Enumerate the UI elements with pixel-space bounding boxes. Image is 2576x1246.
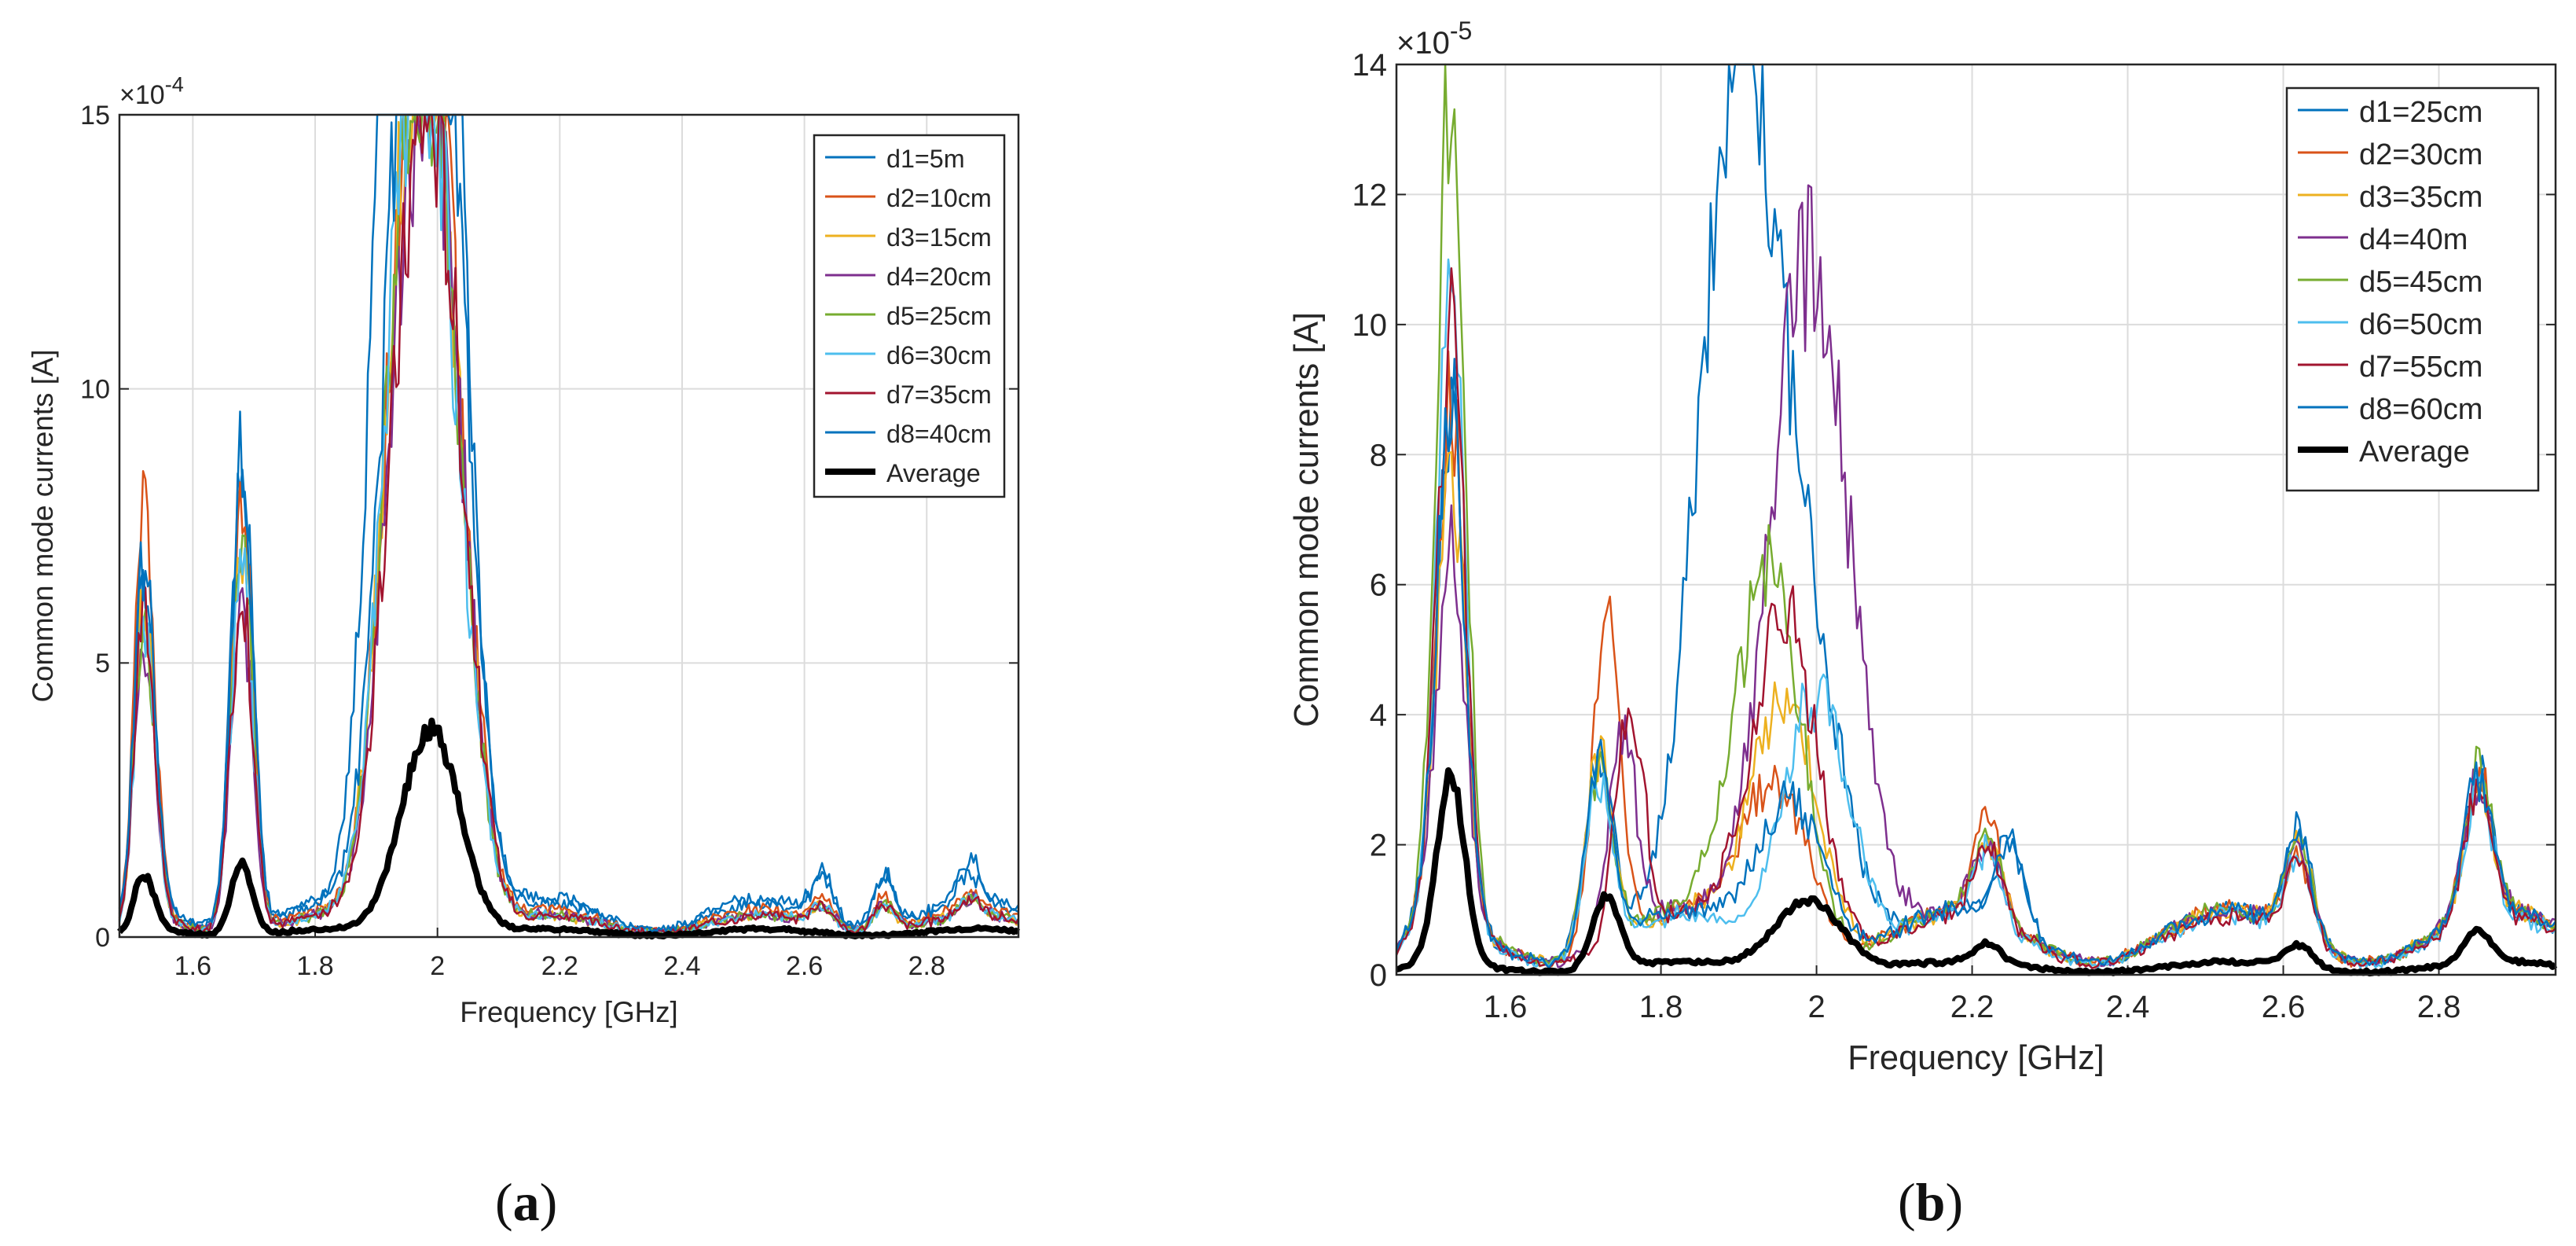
chart-a-legend-label: d8=40cm [886,420,992,448]
chart-b-ytick-label: 6 [1370,568,1387,603]
chart-b-legend-label: d6=50cm [2359,308,2482,341]
chart-b-xtick-label: 2.4 [2106,990,2150,1024]
chart-a-xtick-label: 2.8 [908,951,945,981]
chart-b-ytick-label: 4 [1370,698,1387,733]
chart-b-exponent-power: -5 [1450,17,1472,45]
chart-b-ytick-label: 10 [1352,308,1388,343]
chart-a-axes-box [118,113,1020,939]
chart-a-series-d8 [118,113,1020,933]
chart-b-ylabel: Common mode currents [A] [1288,312,1326,727]
chart-a-legend-label: d6=30cm [886,341,992,369]
chart-b-svg: 1.6 1.8 2 2.2 2.4 2.6 2.8 0 2 4 6 8 10 12 14×10-5 Frequ… [1288,17,2558,1077]
chart-b-xtick-label: 2.2 [1950,990,1994,1024]
chart-b-legend-label: d2=30cm [2359,138,2482,171]
chart-b-legend-label: d3=35cm [2359,181,2482,214]
chart-a-legend-label: d2=10cm [886,184,992,212]
chart-b-legend-label: d8=60cm [2359,393,2482,426]
chart-panel-a: 1.6 1.8 2 2.2 2.4 2.6 2.8 0 5 10 15 ×10-4 Frequency … [27,72,1020,1232]
chart-a-ytick-label: 5 [95,649,110,678]
chart-b-legend-label: d1=25cm [2359,96,2482,129]
chart-a-legend-label: Average [886,459,981,487]
chart-a-xtick-label: 1.8 [296,951,333,981]
caption-a: (a) [495,1172,558,1232]
chart-b-xtick-label: 2.6 [2262,990,2306,1024]
chart-b-ytick-label: 14 [1352,48,1388,83]
chart-a-ylabel: Common mode currents [A] [27,350,59,703]
chart-b-series-average [1396,767,2558,977]
chart-b-ytick-label: 0 [1370,958,1387,993]
chart-b-ytick-label: 8 [1370,438,1387,472]
chart-b-legend-label: d5=45cm [2359,266,2482,299]
chart-a-xtick-label: 2.4 [663,951,700,981]
chart-a-legend-label: d7=35cm [886,380,992,409]
chart-b-axes-box [1395,63,2557,976]
chart-b-legend-label: d7=55cm [2359,351,2482,384]
chart-b-series-d8 [1395,358,2557,968]
chart-a-svg: 1.6 1.8 2 2.2 2.4 2.6 2.8 0 5 10 15 ×10-4 Frequency … [27,72,1020,1028]
chart-b-series-d6 [1395,258,2556,969]
chart-b-legend [2285,86,2540,492]
chart-b-xlabel: Frequency [GHz] [1848,1039,2104,1077]
chart-b-series-d7 [1395,266,2556,969]
chart-b-legend-label: d4=40m [2359,223,2468,256]
chart-b-legend-label: Average [2359,436,2470,469]
chart-b-ytick-label: 2 [1370,829,1387,863]
chart-b-ytick-label: 12 [1352,178,1388,212]
chart-a-exponent-label: ×10-4 [119,72,184,110]
chart-b-xtick-label: 2.8 [2417,990,2461,1024]
chart-a-series-d7 [118,113,1020,938]
chart-b-xtick-label: 1.6 [1484,990,1528,1024]
chart-a-legend-label: d5=25cm [886,302,992,330]
chart-a-xlabel: Frequency [GHz] [460,996,678,1028]
chart-panel-b: 1.6 1.8 2 2.2 2.4 2.6 2.8 0 2 4 6 8 10 12 14 ×10-5 Frequ… [1288,0,2576,1246]
chart-a-legend-label: d3=15cm [886,223,992,252]
chart-a-xtick-label: 2.6 [786,951,823,981]
chart-a-xtick-label: 1.6 [174,951,211,981]
chart-a-xtick-label: 2 [430,951,445,981]
chart-a-legend-label: d1=5m [886,145,965,173]
caption-b: (b) [1898,1172,1964,1232]
chart-b-xtick-label: 1.8 [1639,990,1683,1024]
chart-a-exponent-power: -4 [165,72,184,97]
chart-a-ytick-label: 0 [95,923,110,953]
chart-a-xtick-label: 2.2 [541,951,578,981]
chart-b-xtick-label: 2 [1807,990,1825,1024]
chart-a-ytick-label: 15 [80,101,110,130]
chart-a-legend-label: d4=20cm [886,263,992,291]
chart-b-exponent-label: ×10-5 [1396,17,1472,61]
chart-a-ytick-label: 10 [80,375,110,405]
chart-a-series-average [117,717,1020,940]
